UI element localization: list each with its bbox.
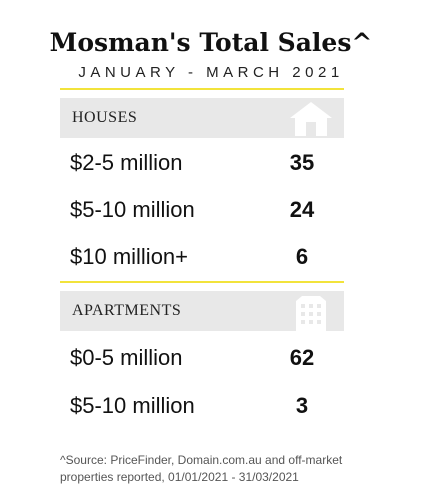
table-row: $10 million+ 6 bbox=[70, 244, 332, 280]
section-label-apartments: APARTMENTS bbox=[72, 302, 182, 319]
section-band-houses: HOUSES bbox=[60, 98, 344, 138]
page-title: Mosman's Total Sales^ bbox=[49, 28, 373, 57]
sales-count: 24 bbox=[289, 197, 315, 222]
price-range: $5-10 million bbox=[70, 197, 195, 222]
source-footnote: ^Source: PriceFinder, Domain.com.au and … bbox=[60, 453, 343, 484]
section-label-houses: HOUSES bbox=[72, 109, 138, 126]
sales-count: 62 bbox=[289, 345, 315, 370]
sales-count: 6 bbox=[295, 244, 309, 269]
house-icon bbox=[290, 102, 332, 136]
sales-count: 35 bbox=[289, 150, 315, 175]
divider bbox=[60, 88, 344, 90]
price-range: $5-10 million bbox=[70, 393, 195, 418]
apartment-building-icon bbox=[296, 296, 326, 331]
price-range: $0-5 million bbox=[70, 345, 183, 370]
table-row: $2-5 million 35 bbox=[70, 150, 332, 186]
section-band-apartments: APARTMENTS bbox=[60, 291, 344, 331]
price-range: $2-5 million bbox=[70, 150, 183, 175]
table-row: $5-10 million 24 bbox=[70, 197, 332, 233]
table-row: $0-5 million 62 bbox=[70, 345, 332, 381]
page-subtitle: JANUARY - MARCH 2021 bbox=[78, 64, 344, 81]
divider bbox=[60, 281, 344, 283]
price-range: $10 million+ bbox=[70, 244, 189, 269]
table-row: $5-10 million 3 bbox=[70, 393, 332, 429]
sales-count: 3 bbox=[295, 393, 309, 418]
